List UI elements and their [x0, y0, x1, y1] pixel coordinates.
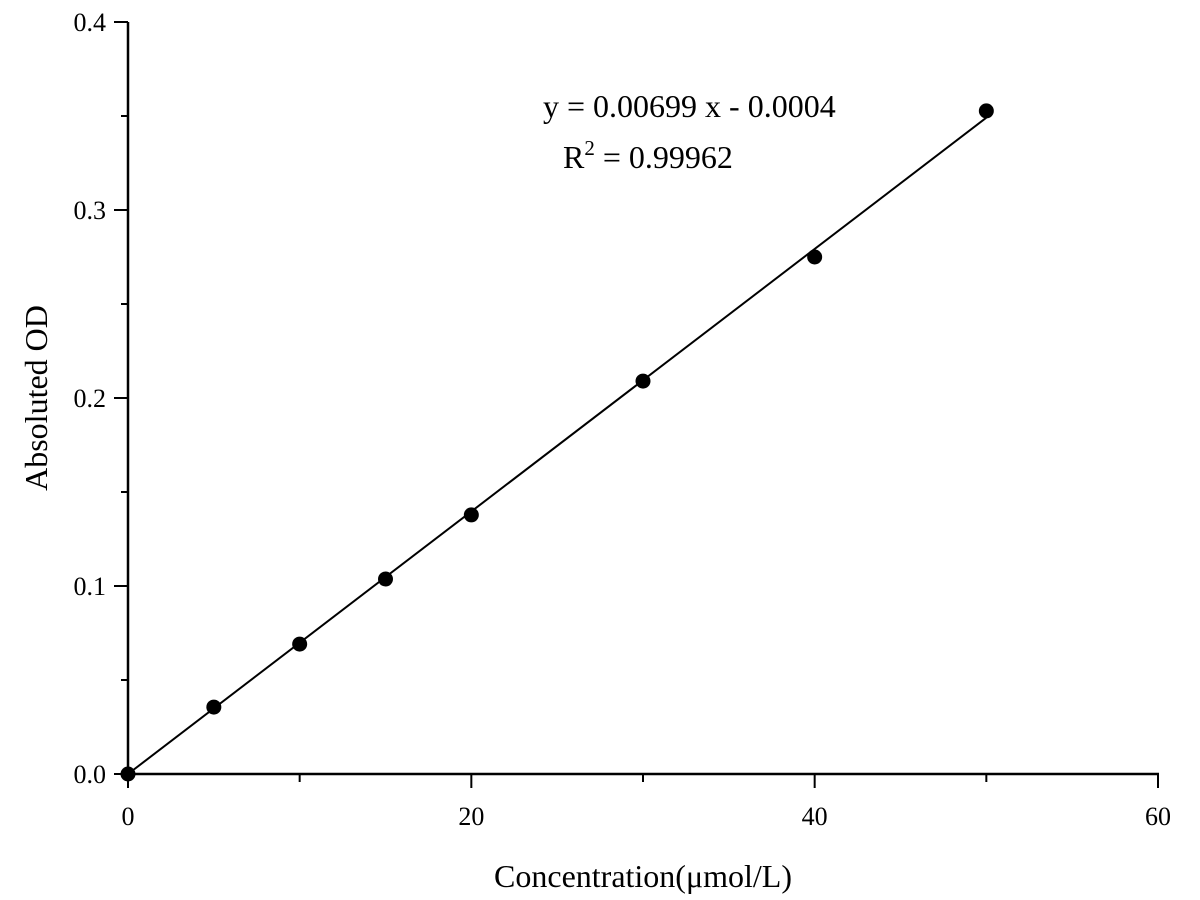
- data-point: [463, 507, 479, 523]
- data-point: [378, 571, 393, 587]
- regression-line: [127, 116, 987, 775]
- x-axis-title: Concentration(μmol/L): [494, 858, 792, 894]
- r-squared-annotation: R2 = 0.99962: [563, 136, 733, 175]
- x-tick-label: 40: [802, 802, 828, 831]
- r2-superscript: 2: [584, 136, 595, 160]
- data-point: [807, 249, 823, 265]
- data-point: [206, 699, 222, 715]
- data-point: [635, 373, 651, 389]
- y-axis-title: Absoluted OD: [18, 305, 54, 491]
- y-tick-label: 0.1: [74, 572, 107, 601]
- data-point: [292, 636, 308, 652]
- x-tick-label: 60: [1145, 802, 1171, 831]
- y-tick-label: 0.0: [74, 760, 107, 789]
- r2-prefix: R: [563, 139, 585, 175]
- x-tick-label: 0: [122, 802, 135, 831]
- plot-area: [120, 103, 994, 782]
- y-tick-label: 0.3: [74, 196, 107, 225]
- x-axis: 0 20 40 60: [122, 772, 1171, 831]
- regression-equation: y = 0.00699 x - 0.0004: [543, 88, 836, 124]
- y-tick-label: 0.4: [74, 8, 107, 37]
- y-axis: 0.0 0.1 0.2 0.3 0.4: [74, 8, 130, 789]
- x-tick-label: 20: [458, 802, 484, 831]
- r2-value: = 0.99962: [595, 139, 733, 175]
- data-point: [978, 103, 994, 119]
- y-tick-label: 0.2: [74, 384, 107, 413]
